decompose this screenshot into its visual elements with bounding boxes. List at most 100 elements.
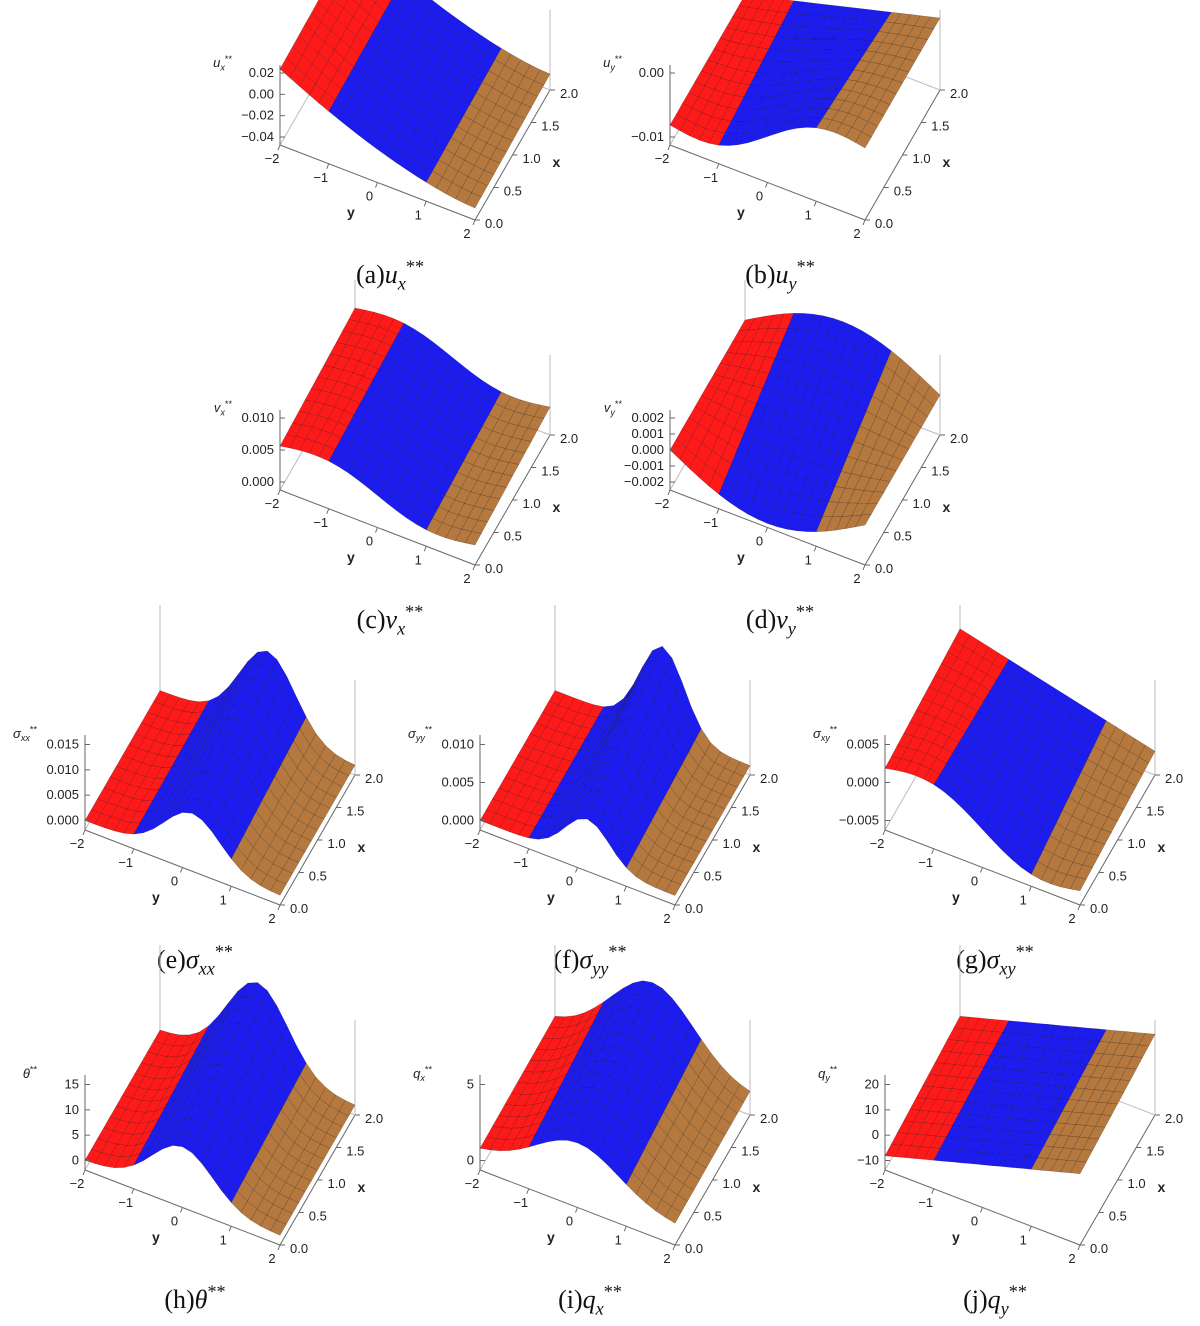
x-tick-label: 0.0: [290, 901, 308, 916]
x-tick-label: 1.5: [1146, 1144, 1164, 1159]
y-tick: [277, 904, 281, 911]
superscript: **: [797, 257, 815, 277]
z-tick-label: −10: [857, 1153, 879, 1168]
surface-patch: [854, 131, 872, 149]
x-axis-label: x: [943, 154, 951, 170]
subscript: x: [219, 407, 225, 417]
symbol: σ: [408, 726, 417, 741]
superscript: **: [215, 942, 233, 962]
y-tick: [477, 1169, 481, 1176]
superscript: **: [225, 54, 233, 64]
z-tick-label: 0.000: [241, 474, 274, 489]
x-tick-label: 1.0: [328, 1176, 346, 1191]
subscript: x: [396, 619, 405, 639]
z-axis-label: θ**: [23, 1065, 38, 1081]
y-tick-label: 2: [463, 571, 470, 586]
surface-patch: [1069, 876, 1087, 892]
y-tick-label: 1: [220, 1232, 227, 1247]
z-tick-label: 0.000: [441, 813, 474, 828]
symbol: v: [604, 400, 612, 415]
caption: (f)σyy**: [553, 942, 626, 979]
subscript: xy: [998, 959, 1016, 979]
subscript: xx: [20, 733, 31, 743]
y-tick: [131, 1188, 135, 1194]
y-tick: [228, 1226, 232, 1232]
subscript: y: [786, 619, 797, 639]
x-tick-label: 0.0: [1090, 1241, 1108, 1256]
y-tick-label: −2: [655, 496, 670, 511]
y-tick-label: −2: [465, 836, 480, 851]
symbol: v: [214, 400, 222, 415]
surface-patch: [1082, 1137, 1100, 1151]
surface-patch: [733, 1083, 751, 1103]
y-tick: [375, 527, 378, 533]
y-tick-label: −1: [313, 170, 328, 185]
subscript: y: [824, 1073, 830, 1083]
y-tick-label: 0: [366, 189, 373, 204]
y-tick-label: 0: [171, 874, 178, 889]
x-tick-label: 1.0: [913, 496, 931, 511]
x-tick-label: 0.5: [309, 1209, 327, 1224]
superscript: **: [406, 257, 424, 277]
subscript: yy: [415, 733, 426, 743]
z-tick-label: 0: [72, 1153, 79, 1168]
subscript: x: [419, 1073, 425, 1083]
surface-patch: [748, 0, 764, 10]
z-tick-label: 0.000: [46, 813, 79, 828]
y-tick: [277, 489, 281, 496]
surface-patch: [411, 0, 420, 5]
y-tick-label: 0: [971, 874, 978, 889]
x-tick-label: 1.0: [723, 1176, 741, 1191]
z-axis-label: vy**: [604, 399, 623, 417]
caption: (e)σxx**: [157, 942, 233, 979]
y-tick: [472, 564, 476, 571]
caption-tag: (c): [357, 605, 386, 634]
z-tick-label: 0: [872, 1127, 879, 1142]
surface-plot: 0.0100.0050.000vx**−2−1012y0.00.51.01.52…: [214, 280, 578, 639]
x-tick-label: 0.5: [1109, 1209, 1127, 1224]
surface-patch: [1138, 1033, 1156, 1047]
x-tick-label: 0.0: [1090, 901, 1108, 916]
superscript: **: [830, 725, 838, 735]
caption: (b)uy**: [745, 257, 815, 294]
y-tick-label: 2: [663, 1251, 670, 1266]
y-tick-label: 1: [220, 892, 227, 907]
caption-tag: (h): [164, 1285, 194, 1314]
surface-plot: 0.0150.0100.0050.000σxx**−2−1012y0.00.51…: [13, 605, 383, 979]
surface-patch: [371, 0, 378, 4]
y-tick: [423, 546, 427, 552]
surface-patch: [1132, 1044, 1150, 1058]
y-tick: [931, 848, 935, 854]
y-tick-label: 1: [615, 892, 622, 907]
y-tick: [623, 886, 627, 892]
x-tick-label: 0.5: [504, 184, 522, 199]
symbol: u: [213, 55, 220, 70]
y-tick-label: −1: [918, 1195, 933, 1210]
x-tick-label: 1.5: [741, 1144, 759, 1159]
y-tick: [526, 848, 530, 854]
x-tick-label: 2.0: [365, 771, 383, 786]
superscript: **: [425, 1065, 433, 1075]
z-tick-label: 0.010: [441, 737, 474, 752]
subscript: y: [609, 407, 615, 417]
x-tick-label: 1.0: [1128, 1176, 1146, 1191]
x-axis-label: x: [1158, 1179, 1166, 1195]
y-tick-label: −1: [118, 855, 133, 870]
caption: (c)vx**: [357, 602, 424, 639]
z-tick-label: 0.02: [249, 65, 274, 80]
surface-plot: 0.020.00−0.02−0.04ux**−2−1012y0.00.51.01…: [213, 0, 578, 294]
z-tick-label: 0.00: [249, 86, 274, 101]
y-tick: [672, 1244, 676, 1251]
x-axis-label: x: [753, 839, 761, 855]
y-tick-label: 2: [268, 911, 275, 926]
superscript: **: [30, 725, 38, 735]
x-tick-label: 0.5: [504, 529, 522, 544]
y-tick: [862, 564, 866, 571]
caption-tag: (g): [956, 945, 986, 974]
y-tick: [1028, 1226, 1032, 1232]
x-tick-label: 0.0: [875, 561, 893, 576]
x-axis-label: x: [943, 499, 951, 515]
y-axis-label: y: [547, 889, 555, 905]
